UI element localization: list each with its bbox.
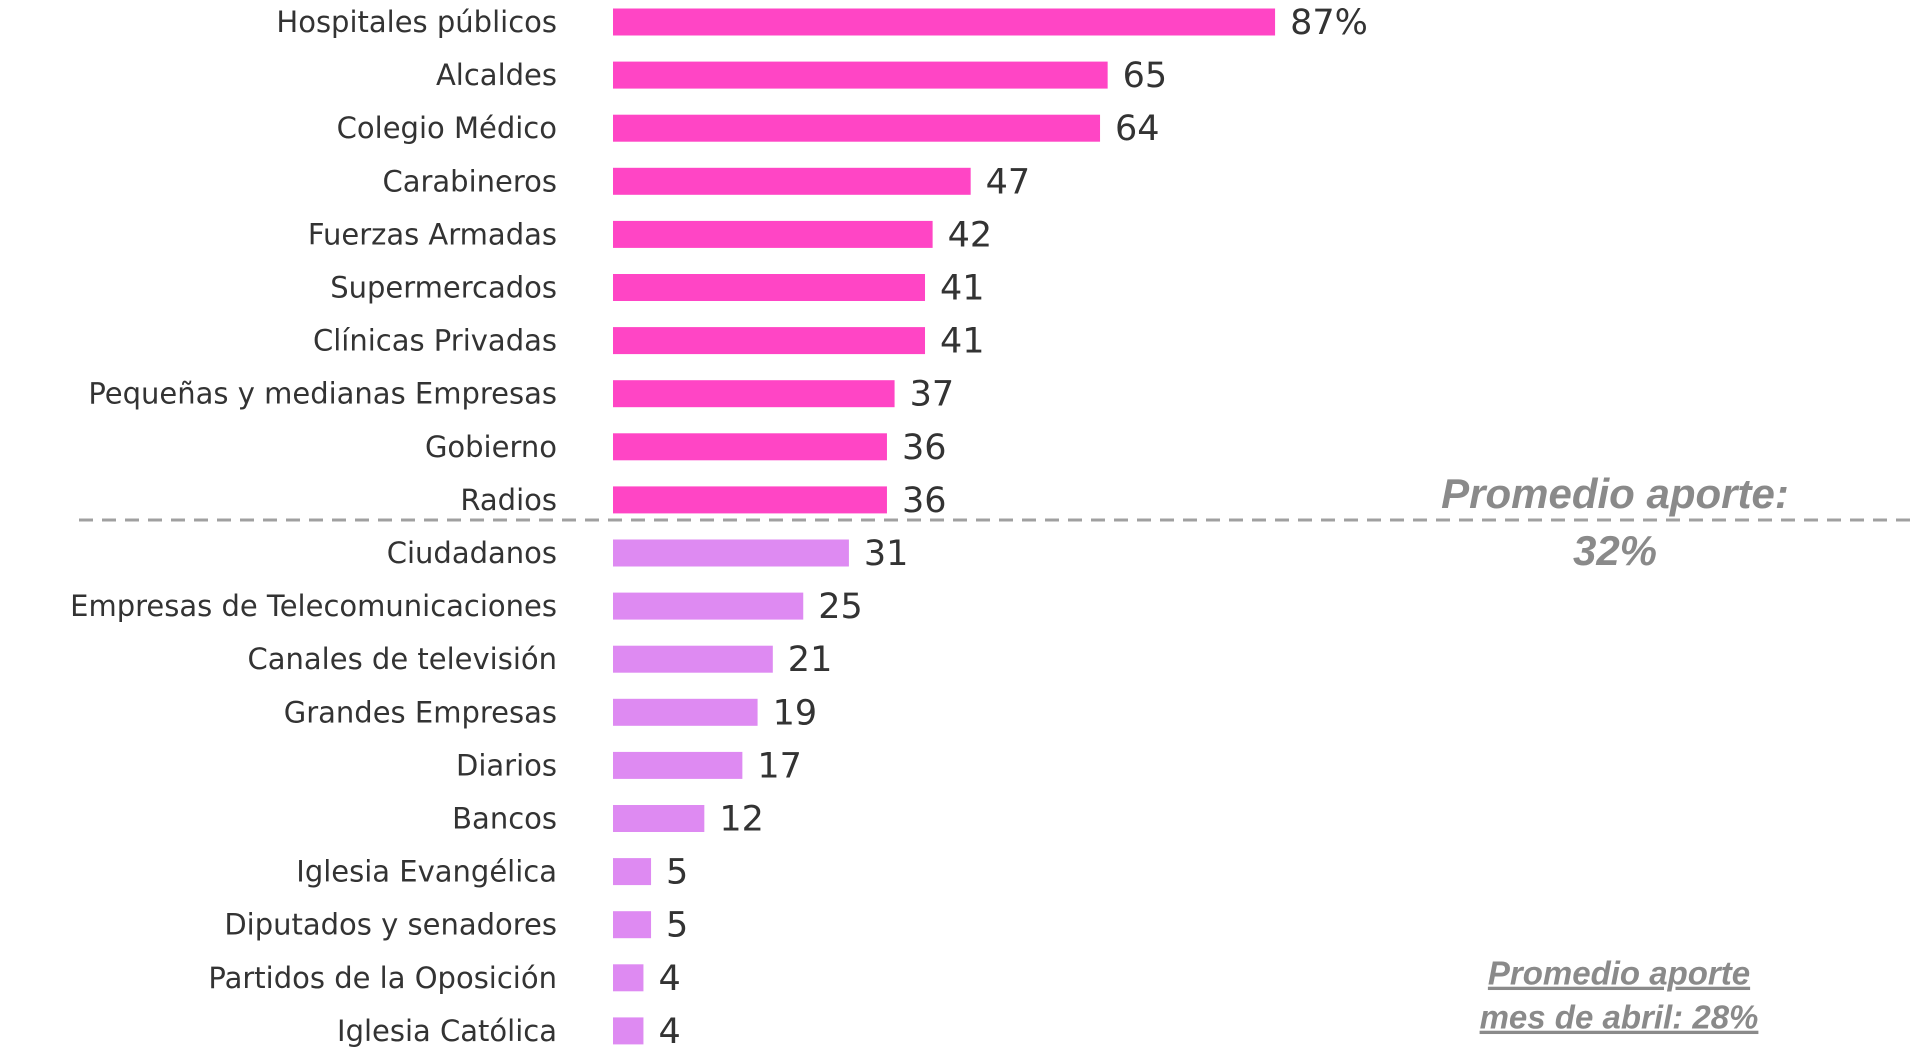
bar	[613, 751, 743, 779]
bar	[613, 911, 652, 939]
bar	[613, 964, 644, 992]
category-label: Diarios	[456, 748, 557, 782]
bar	[613, 433, 887, 461]
annotation: Promedio aporte	[1488, 955, 1750, 992]
value-label: 36	[902, 428, 947, 468]
value-label: 64	[1115, 109, 1160, 149]
category-label: Colegio Médico	[337, 111, 557, 145]
bar	[613, 805, 705, 832]
category-label: Hospitales públicos	[276, 5, 557, 39]
category-label: Bancos	[452, 802, 557, 836]
bar	[613, 1017, 644, 1045]
category-label: Grandes Empresas	[284, 695, 557, 729]
bar	[613, 698, 758, 726]
value-label: 47	[986, 162, 1031, 202]
value-label: 41	[940, 322, 985, 362]
bar	[613, 380, 895, 408]
value-label: 25	[818, 587, 863, 627]
category-label: Pequeñas y medianas Empresas	[88, 377, 557, 411]
bar	[613, 645, 773, 673]
annotation: Promedio aporte:	[1441, 470, 1789, 517]
bar	[613, 327, 926, 355]
value-label: 87%	[1290, 3, 1368, 43]
category-label: Ciudadanos	[387, 536, 557, 570]
value-label: 31	[864, 534, 909, 574]
annotation: 32%	[1573, 527, 1657, 574]
category-label: Fuerzas Armadas	[308, 217, 557, 251]
value-label: 42	[948, 215, 993, 255]
category-label: Iglesia Católica	[337, 1014, 557, 1048]
bar	[613, 220, 933, 248]
bar	[613, 114, 1101, 142]
category-label: Partidos de la Oposición	[208, 961, 557, 995]
bar	[613, 486, 887, 514]
category-label: Canales de televisión	[248, 642, 557, 676]
value-label: 36	[902, 481, 947, 521]
bar	[613, 539, 849, 567]
category-label: Supermercados	[330, 271, 557, 305]
category-label: Gobierno	[425, 430, 557, 464]
value-label: 21	[788, 640, 833, 680]
value-label: 17	[757, 746, 802, 786]
category-label: Empresas de Telecomunicaciones	[70, 589, 557, 623]
value-label: 5	[666, 906, 688, 946]
value-label: 12	[719, 800, 764, 840]
value-label: 41	[940, 269, 985, 309]
bar	[613, 592, 804, 620]
category-label: Carabineros	[382, 164, 557, 198]
bar	[613, 8, 1276, 36]
value-label: 37	[910, 375, 955, 415]
bar	[613, 274, 926, 301]
category-label: Alcaldes	[436, 58, 557, 92]
annotation: mes de abril: 28%	[1480, 999, 1759, 1036]
value-label: 4	[658, 1012, 680, 1051]
category-label: Diputados y senadores	[224, 908, 557, 942]
category-label: Iglesia Evangélica	[296, 855, 557, 889]
category-label: Clínicas Privadas	[313, 324, 557, 358]
value-label: 5	[666, 853, 688, 893]
value-label: 65	[1123, 56, 1168, 96]
bar	[613, 858, 652, 886]
value-label: 19	[773, 693, 818, 733]
value-label: 4	[658, 959, 680, 999]
bar	[613, 167, 971, 195]
category-label: Radios	[460, 483, 557, 517]
bar	[613, 61, 1108, 89]
